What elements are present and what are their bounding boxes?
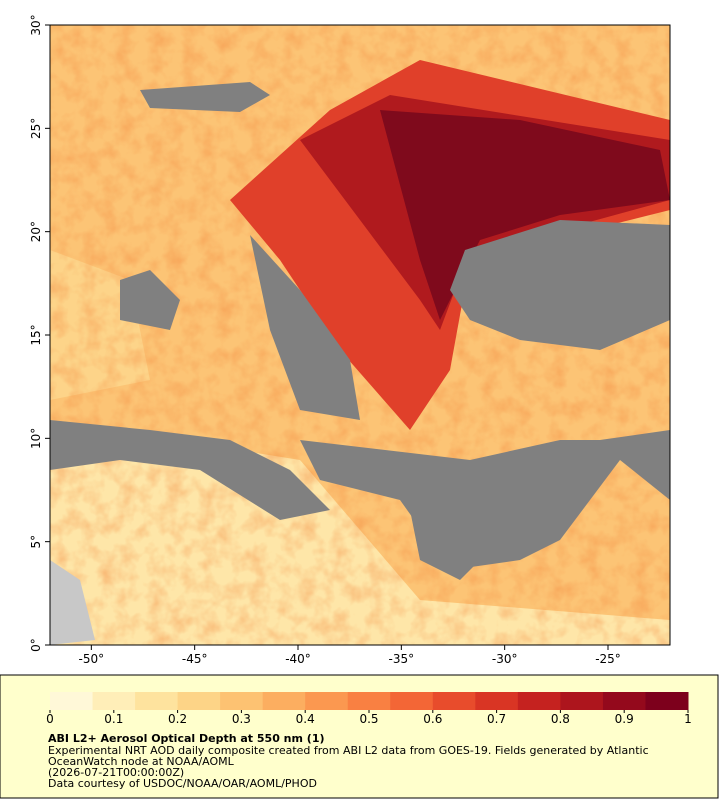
colorbar-step — [92, 692, 136, 710]
colorbar-tick-label: 1 — [684, 712, 692, 726]
map-image — [50, 25, 670, 645]
x-tick-label: -45° — [182, 652, 208, 666]
caption-line: OceanWatch node at NOAA/AOML — [48, 755, 235, 768]
y-tick-label: 0° — [29, 638, 43, 652]
colorbar-step — [135, 692, 179, 710]
x-tick-label: -40° — [285, 652, 311, 666]
colorbar-step — [262, 692, 306, 710]
colorbar-tick-label: 0 — [46, 712, 54, 726]
caption-line: Experimental NRT AOD daily composite cre… — [48, 744, 649, 757]
colorbar-tick-label: 0.2 — [168, 712, 187, 726]
colorbar-tick-label: 0.8 — [551, 712, 570, 726]
colorbar-tick-label: 0.4 — [296, 712, 315, 726]
y-tick-label: 5° — [29, 535, 43, 549]
x-tick-label: -30° — [492, 652, 518, 666]
colorbar-step — [390, 692, 434, 710]
colorbar-tick-label: 0.1 — [104, 712, 123, 726]
caption-title: ABI L2+ Aerosol Optical Depth at 550 nm … — [48, 732, 325, 745]
colorbar-step — [305, 692, 349, 710]
colorbar-tick-label: 0.5 — [359, 712, 378, 726]
colorbar-step — [50, 692, 94, 710]
y-tick-label: 25° — [29, 118, 43, 139]
colorbar-step — [602, 692, 646, 710]
colorbar-step — [432, 692, 476, 710]
colorbar-step — [645, 692, 689, 710]
colorbar-step — [220, 692, 264, 710]
x-tick-label: -25° — [595, 652, 621, 666]
y-tick-label: 30° — [29, 14, 43, 35]
x-tick-label: -50° — [79, 652, 105, 666]
y-tick-label: 20° — [29, 221, 43, 242]
colorbar-tick-label: 0.9 — [615, 712, 634, 726]
colorbar-tick-label: 0.6 — [423, 712, 442, 726]
caption-line: (2026-07-21T00:00:00Z) — [48, 766, 184, 779]
colorbar-tick-label: 0.7 — [487, 712, 506, 726]
colorbar-step — [475, 692, 519, 710]
colorbar-tick-label: 0.3 — [232, 712, 251, 726]
y-tick-label: 10° — [29, 428, 43, 449]
colorbar-step — [347, 692, 391, 710]
colorbar-step — [560, 692, 604, 710]
caption-line: Data courtesy of USDOC/NOAA/OAR/AOML/PHO… — [48, 777, 317, 790]
y-tick-label: 15° — [29, 324, 43, 345]
x-tick-label: -35° — [389, 652, 415, 666]
colorbar-step — [177, 692, 221, 710]
colorbar-step — [517, 692, 561, 710]
